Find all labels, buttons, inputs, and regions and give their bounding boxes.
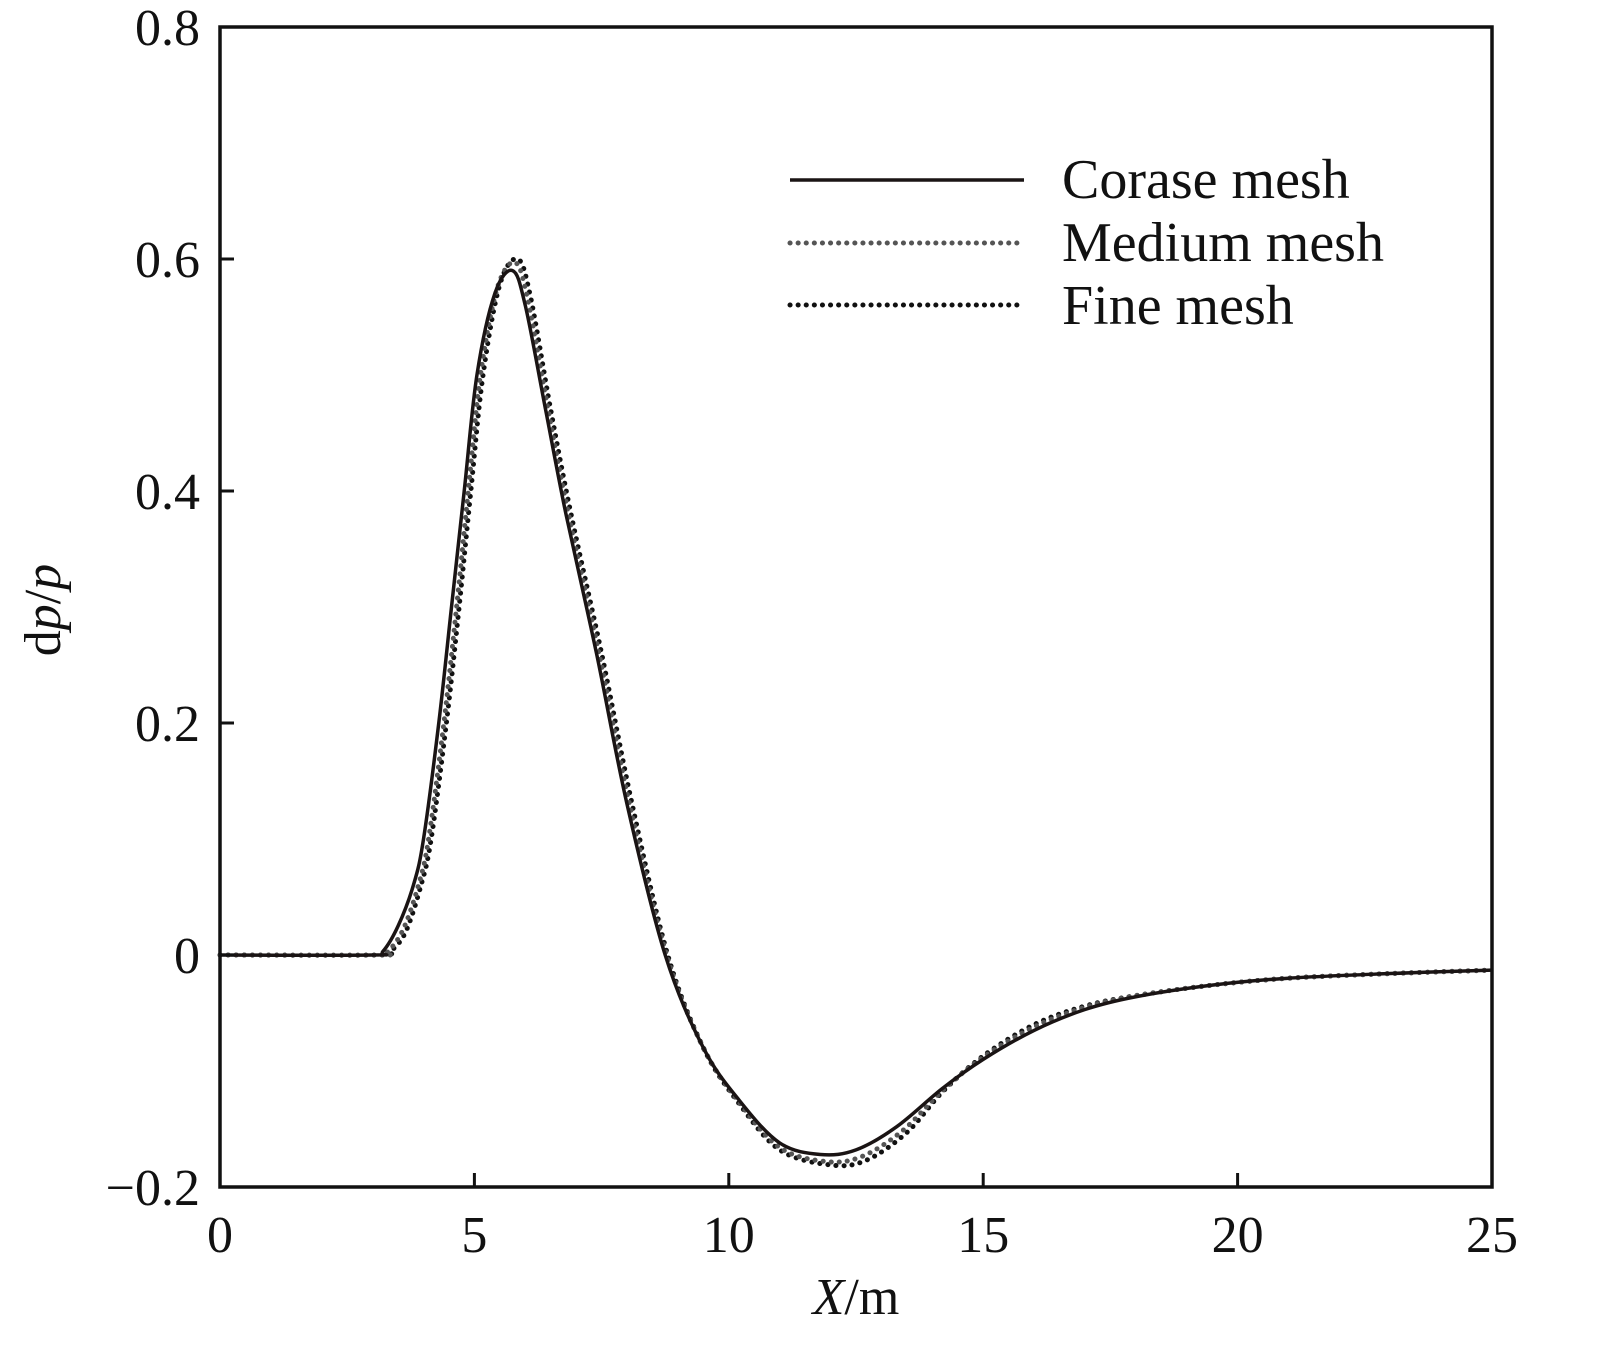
x-tick-label: 0 <box>207 1207 233 1264</box>
y-tick-label: 0.4 <box>135 464 200 521</box>
legend-label-medium: Medium mesh <box>1062 212 1384 274</box>
y-tick-label: −0.2 <box>106 1160 200 1217</box>
legend-label-fine: Fine mesh <box>1062 275 1294 337</box>
series-lines <box>217 256 1495 1169</box>
plot-frame <box>218 25 1494 1189</box>
y-tick-label: 0.6 <box>135 232 200 289</box>
axis-ticks: 0 5 10 15 20 25−0.200.20.40.60.8 <box>106 0 1518 1264</box>
x-tick-label: 10 <box>703 1207 755 1264</box>
series-line-fine-mesh <box>217 256 1495 1169</box>
series-line-medium-mesh <box>217 259 1495 1165</box>
series-line-corase-mesh <box>219 268 1493 1157</box>
y-tick-label: 0.8 <box>135 0 200 57</box>
x-tick-label: 5 <box>461 1207 487 1264</box>
y-tick-label: 0 <box>174 928 200 985</box>
y-tick-label: 0.2 <box>135 696 200 753</box>
x-axis-label: X/m <box>811 1269 900 1326</box>
x-tick-label: 20 <box>1212 1207 1264 1264</box>
x-tick-label: 25 <box>1466 1207 1518 1264</box>
legend: Corase mesh Medium mesh Fine mesh <box>787 149 1384 337</box>
legend-label-corase: Corase mesh <box>1062 149 1350 211</box>
x-tick-label: 15 <box>957 1207 1009 1264</box>
y-axis-label: dp/p <box>15 564 72 656</box>
